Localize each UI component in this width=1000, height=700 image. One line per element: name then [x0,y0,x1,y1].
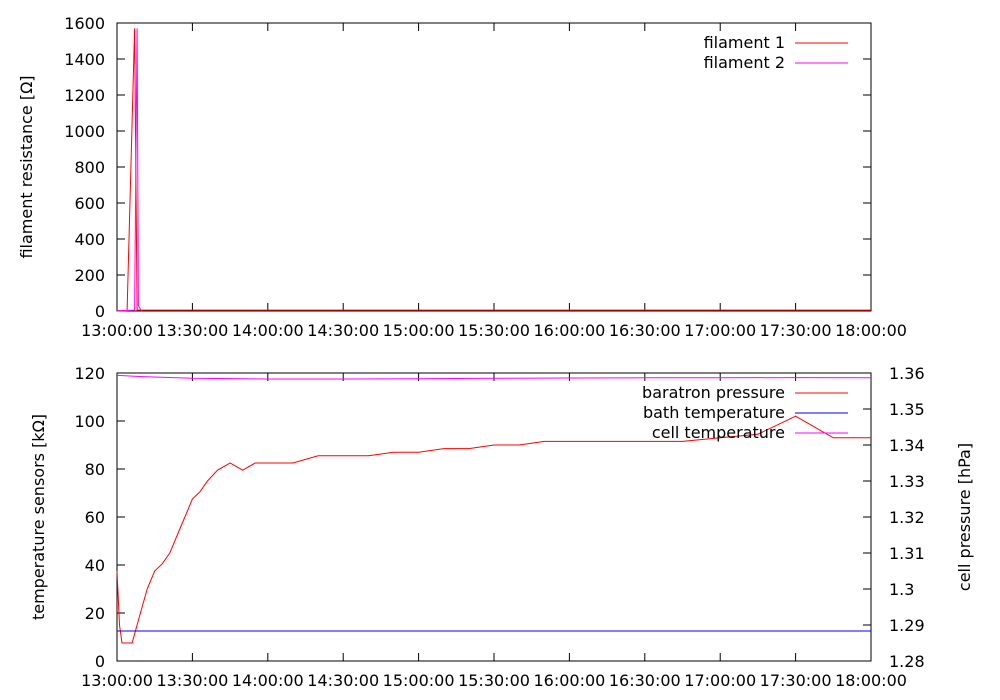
x-tick-label: 17:30:00 [760,321,832,340]
legend-label: bath temperature [643,403,785,422]
legend-label: filament 1 [704,33,785,52]
x-tick-label: 13:30:00 [156,671,228,690]
y-tick-label: 1200 [64,86,105,105]
y-tick-label: 600 [74,194,105,213]
y2-tick-label: 1.33 [889,472,925,491]
y2-tick-label: 1.32 [889,508,925,527]
y2-tick-label: 1.28 [889,652,925,671]
filament-resistance-chart: filament resistance [Ω] 0 200 400 600 800 100… [17,14,907,340]
x-tick-label: 18:00:00 [835,321,907,340]
y-tick-label: 0 [95,652,105,671]
x-tick-label: 17:00:00 [684,321,756,340]
x-tick-label: 16:30:00 [609,321,681,340]
x-tick-label: 13:00:00 [81,671,153,690]
x-tick-label: 13:30:00 [156,321,228,340]
y-tick-label: 20 [85,604,105,623]
x-tick-label: 14:30:00 [307,671,379,690]
y2-tick-label: 1.35 [889,400,925,419]
y-tick-label: 60 [85,508,105,527]
x-tick-label: 14:00:00 [232,671,304,690]
x-tick-label: 15:00:00 [383,321,455,340]
y-tick-label: 100 [74,412,105,431]
y-tick-label: 1000 [64,122,105,141]
y-axis-label: filament resistance [Ω] [17,75,36,258]
temperature-pressure-chart: temperature sensors [kΩ] cell pressure [… [29,364,974,690]
y-tick-label: 1400 [64,50,105,69]
y2-tick-label: 1.29 [889,616,925,635]
y2-tick-label: 1.34 [889,436,925,455]
x-tick-label: 16:30:00 [609,671,681,690]
y-tick-label: 0 [95,302,105,321]
y-tick-label: 1600 [64,14,105,33]
series-line-baratron-pressure [116,415,871,644]
x-tick-label: 16:00:00 [533,671,605,690]
x-tick-label: 15:30:00 [458,671,530,690]
x-tick-label: 15:30:00 [458,321,530,340]
y2-axis-label: cell pressure [hPa] [955,443,974,591]
x-tick-label: 17:30:00 [760,671,832,690]
legend-label: filament 2 [704,53,785,72]
y-tick-label: 120 [74,364,105,383]
series-line-filament-2 [116,28,143,312]
x-tick-label: 18:00:00 [835,671,907,690]
y-axis-label: temperature sensors [kΩ] [29,414,48,620]
x-tick-label: 17:00:00 [684,671,756,690]
series-line-cell-temperature [116,374,872,380]
x-tick-label: 14:30:00 [307,321,379,340]
y2-tick-label: 1.31 [889,544,925,563]
y-tick-label: 200 [74,266,105,285]
y-tick-label: 80 [85,460,105,479]
legend-label: cell temperature [652,423,785,442]
x-tick-label: 15:00:00 [383,671,455,690]
x-tick-label: 14:00:00 [232,321,304,340]
y-tick-label: 800 [74,158,105,177]
y2-tick-label: 1.36 [889,364,925,383]
y-tick-label: 400 [74,230,105,249]
x-tick-label: 16:00:00 [533,321,605,340]
legend-label: baratron pressure [642,383,785,402]
x-tick-label: 13:00:00 [81,321,153,340]
y2-tick-label: 1.3 [889,580,914,599]
y-tick-label: 40 [85,556,105,575]
